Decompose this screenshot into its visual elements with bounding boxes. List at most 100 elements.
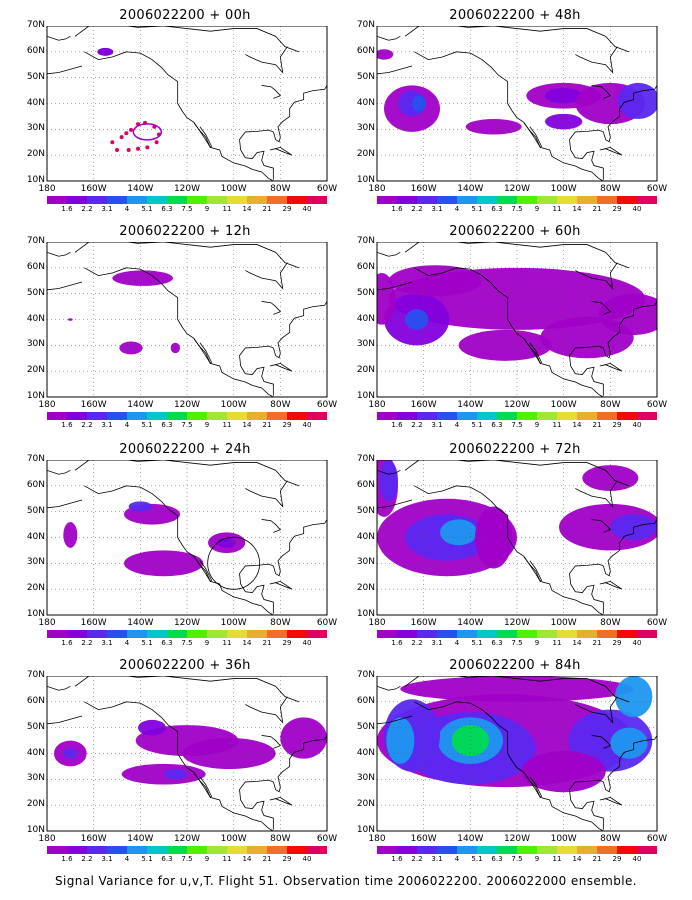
lat-tick-label: 30N xyxy=(356,557,375,568)
colorbar-label: 40 xyxy=(632,639,642,647)
colorbar-swatch xyxy=(597,196,617,204)
colorbar-swatch xyxy=(477,196,497,204)
variance-contour xyxy=(128,501,152,512)
colorbar-label: 21 xyxy=(262,421,272,429)
colorbar-swatch xyxy=(307,846,327,854)
lon-tick-label: 60W xyxy=(316,400,338,410)
variance-contour xyxy=(521,750,606,793)
colorbar-swatch xyxy=(457,196,477,204)
colorbar-swatch xyxy=(207,412,227,420)
colorbar-label: 6.3 xyxy=(161,855,173,863)
lon-tick-label: 180 xyxy=(38,834,56,844)
lat-tick-label: 30N xyxy=(26,773,45,784)
lon-tick-label: 100W xyxy=(550,834,577,844)
colorbar-label: 40 xyxy=(302,855,312,863)
colorbar-label: 21 xyxy=(262,205,272,213)
colorbar-label: 5.1 xyxy=(141,855,153,863)
colorbar-label: 4 xyxy=(454,205,460,213)
colorbar-label: 14 xyxy=(242,205,252,213)
colorbar-label: 14 xyxy=(242,855,252,863)
lat-tick-label: 70N xyxy=(356,236,375,246)
colorbar-label: 3.1 xyxy=(101,639,113,647)
colorbar-swatch xyxy=(457,846,477,854)
lon-tick-label: 160W xyxy=(80,400,107,410)
flight-track-point xyxy=(129,127,133,132)
colorbar-swatch xyxy=(267,630,287,638)
colorbar-swatch xyxy=(207,630,227,638)
lon-tick-label: 60W xyxy=(646,184,668,194)
lat-tick-label: 70N xyxy=(356,670,375,680)
lon-tick-label: 120W xyxy=(173,618,201,628)
colorbar-swatch xyxy=(47,196,67,204)
lat-tick-label: 40N xyxy=(356,531,375,542)
colorbar-swatch xyxy=(67,846,87,854)
colorbar-swatch xyxy=(227,196,247,204)
lon-tick-label: 60W xyxy=(646,618,668,628)
colorbar-swatch xyxy=(477,846,497,854)
lon-tick-label: 160W xyxy=(80,834,107,844)
colorbar-label: 3.1 xyxy=(431,205,443,213)
colorbar-label: 3.1 xyxy=(101,855,113,863)
colorbar xyxy=(377,196,657,204)
lat-tick-label: 10N xyxy=(356,175,375,185)
variance-contour xyxy=(182,738,276,769)
lon-tick-label: 100W xyxy=(220,618,247,628)
colorbar-label: 40 xyxy=(632,205,642,213)
lon-tick-label: 60W xyxy=(316,184,338,194)
colorbar-swatch xyxy=(437,196,457,204)
map-panel-p12: 2006022200 + 12h 70N 60N 50N 40N 30N 20N 10N 180… xyxy=(20,224,350,439)
variance-contour xyxy=(545,113,583,130)
lon-tick-label: 160W xyxy=(80,618,107,628)
lat-tick-label: 10N xyxy=(26,609,45,619)
colorbar-swatch xyxy=(47,630,67,638)
colorbar-label: 3.1 xyxy=(431,421,443,429)
colorbar-label: 29 xyxy=(612,421,622,429)
colorbar-swatch xyxy=(577,846,597,854)
colorbar-swatch xyxy=(67,630,87,638)
variance-contour xyxy=(582,465,639,491)
colorbar-swatch xyxy=(377,196,397,204)
colorbar-swatch xyxy=(167,846,187,854)
colorbar-swatch xyxy=(497,630,517,638)
colorbar-swatch xyxy=(227,846,247,854)
lon-tick-label: 60W xyxy=(316,618,338,628)
colorbar-swatch xyxy=(127,196,147,204)
colorbar-label: 29 xyxy=(612,639,622,647)
colorbar-label: 1.6 xyxy=(61,855,73,863)
lon-tick-label: 120W xyxy=(503,184,531,194)
colorbar-swatch xyxy=(517,412,537,420)
flight-track-point xyxy=(154,140,159,145)
colorbar-label: 2.2 xyxy=(81,855,93,863)
map-panel-p00: 2006022200 + 00h 70N 60N 50N 40N 30N 20N 10N 180… xyxy=(20,8,350,223)
colorbar xyxy=(377,846,657,854)
variance-contour xyxy=(465,119,522,135)
colorbar-label: 11 xyxy=(552,639,562,647)
colorbar-swatch xyxy=(87,196,107,204)
colorbar-swatch xyxy=(417,630,437,638)
lon-tick-label: 160W xyxy=(410,834,437,844)
colorbar-label: 1.6 xyxy=(391,205,403,213)
colorbar-swatch xyxy=(67,412,87,420)
lat-tick-label: 40N xyxy=(356,747,375,758)
lat-tick-label: 50N xyxy=(26,721,45,732)
map-plot xyxy=(376,26,658,182)
colorbar-label: 29 xyxy=(282,205,292,213)
lon-tick-label: 180 xyxy=(368,400,386,410)
colorbar-swatch xyxy=(437,846,457,854)
colorbar-label: 29 xyxy=(282,639,292,647)
map-panel-p84: 2006022200 + 84h 70N 60N 50N 40N 30N 20N 10N 180… xyxy=(350,658,680,873)
lat-tick-label: 60N xyxy=(26,479,45,490)
colorbar-label: 1.6 xyxy=(391,855,403,863)
variance-contour xyxy=(112,270,173,286)
colorbar-swatch xyxy=(107,196,127,204)
colorbar-swatch xyxy=(517,630,537,638)
lon-tick-label: 140W xyxy=(127,400,154,410)
figure-caption: Signal Variance for u,v,T. Flight 51. Ob… xyxy=(55,874,637,888)
panel-title: 2006022200 + 12h xyxy=(119,224,251,239)
colorbar-label: 5.1 xyxy=(471,639,483,647)
colorbar-swatch xyxy=(577,630,597,638)
lon-tick-label: 80W xyxy=(270,184,291,194)
colorbar-label: 7.5 xyxy=(511,205,523,213)
colorbar-label: 7.5 xyxy=(511,639,523,647)
colorbar-swatch xyxy=(167,412,187,420)
